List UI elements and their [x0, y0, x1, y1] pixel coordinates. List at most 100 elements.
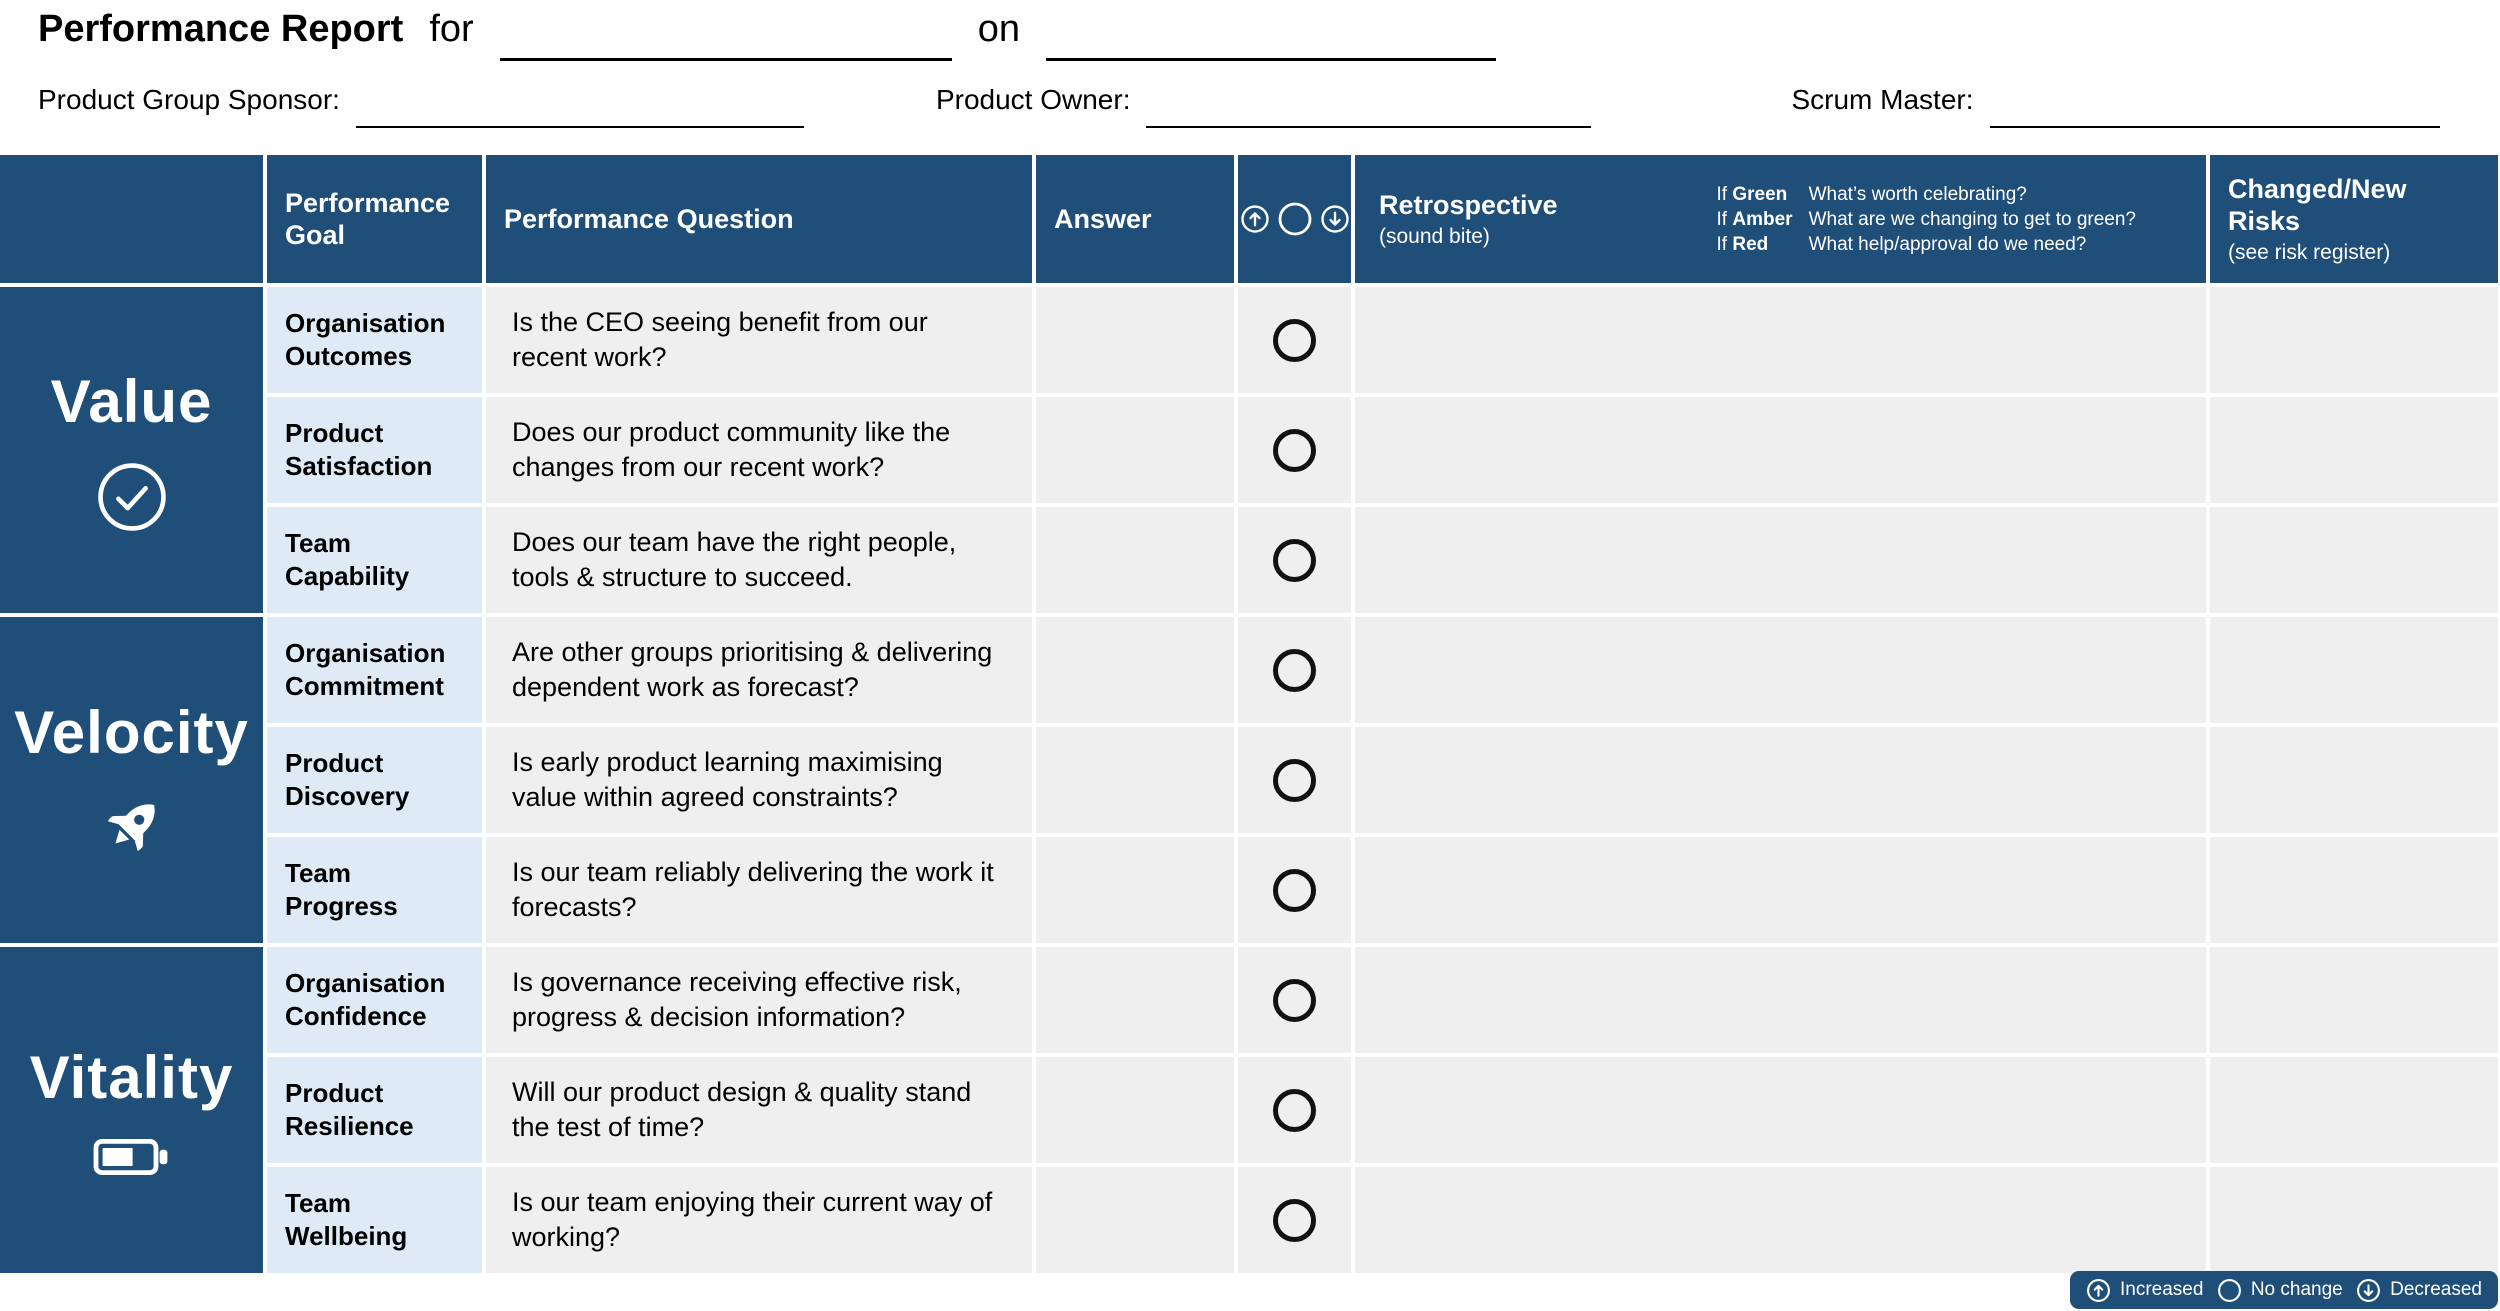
question-cell: Does our team have the right people, too… — [486, 507, 1032, 613]
group-name: Vitality — [29, 1043, 234, 1111]
trend-circle[interactable] — [1273, 978, 1316, 1022]
goal-cell: Product Satisfaction — [267, 397, 482, 503]
answer-cell[interactable] — [1036, 837, 1234, 943]
risks-cell[interactable] — [2210, 837, 2498, 943]
trend-circle[interactable] — [1273, 318, 1316, 362]
trend-circle[interactable] — [1273, 428, 1316, 472]
legend-no-change-label: No change — [2250, 1279, 2343, 1300]
header-trend — [1238, 155, 1351, 283]
trend-cell[interactable] — [1238, 1167, 1351, 1273]
retrospective-cell[interactable] — [1355, 1057, 2206, 1163]
trend-circle[interactable] — [1273, 538, 1316, 582]
hint-green-key: If Green — [1716, 183, 1788, 205]
report-date-field[interactable] — [1045, 49, 1496, 61]
retrospective-cell[interactable] — [1355, 617, 2206, 723]
goal-cell: Team Progress — [267, 837, 482, 943]
retrospective-cell[interactable] — [1355, 727, 2206, 833]
legend-increased: Increased — [2086, 1278, 2203, 1303]
hint-amber-text: What are we changing to get to green? — [1808, 208, 2136, 230]
for-label: for — [429, 8, 474, 50]
question-cell: Will our product design & quality stand … — [486, 1057, 1032, 1163]
trend-cell[interactable] — [1238, 837, 1351, 943]
header-performance-question: Performance Question — [486, 155, 1032, 283]
answer-cell[interactable] — [1036, 727, 1234, 833]
arrow-down-circle-icon — [1320, 205, 1349, 233]
risks-cell[interactable] — [2210, 287, 2498, 393]
scrum-master-field[interactable] — [1989, 116, 2440, 128]
answer-cell[interactable] — [1036, 947, 1234, 1053]
report-title-line: Performance Report for on — [38, 8, 1496, 61]
legend-decreased: Decreased — [2356, 1278, 2482, 1303]
group-cell-vitality: Vitality — [0, 947, 263, 1273]
legend-no-change: No change — [2217, 1278, 2343, 1303]
risks-label: Changed/New Risks — [2228, 173, 2407, 236]
goal-cell: Organisation Commitment — [267, 617, 482, 723]
retrospective-cell[interactable] — [1355, 507, 2206, 613]
hint-amber-key: If Amber — [1716, 208, 1793, 230]
risks-cell[interactable] — [2210, 617, 2498, 723]
retrospective-cell[interactable] — [1355, 287, 2206, 393]
trend-cell[interactable] — [1238, 617, 1351, 723]
risks-sublabel: (see risk register) — [2228, 241, 2391, 265]
circle-icon — [1278, 202, 1311, 236]
risks-cell[interactable] — [2210, 947, 2498, 1053]
legend-decreased-label: Decreased — [2390, 1279, 2482, 1300]
trend-cell[interactable] — [1238, 287, 1351, 393]
trend-cell[interactable] — [1238, 947, 1351, 1053]
trend-cell[interactable] — [1238, 397, 1351, 503]
header-performance-goal: Performance Goal — [267, 155, 482, 283]
group-cell-value: Value — [0, 287, 263, 613]
trend-circle[interactable] — [1273, 648, 1316, 692]
trend-cell[interactable] — [1238, 507, 1351, 613]
arrow-down-circle-icon — [2357, 1278, 2381, 1302]
circle-icon — [2217, 1278, 2241, 1302]
retrospective-cell[interactable] — [1355, 947, 2206, 1053]
question-cell: Are other groups prioritising & deliveri… — [486, 617, 1032, 723]
sponsor-field[interactable] — [355, 116, 804, 128]
answer-cell[interactable] — [1036, 287, 1234, 393]
arrow-up-circle-icon — [2087, 1278, 2110, 1302]
product-owner-label: Product Owner: — [935, 84, 1131, 115]
answer-cell[interactable] — [1036, 1167, 1234, 1273]
risks-cell[interactable] — [2210, 727, 2498, 833]
header-retrospective: Retrospective (sound bite) If Green What… — [1355, 155, 2206, 283]
risks-cell[interactable] — [2210, 1057, 2498, 1163]
risks-cell[interactable] — [2210, 397, 2498, 503]
retrospective-label: Retrospective — [1379, 189, 1558, 220]
question-cell: Is the CEO seeing benefit from our recen… — [486, 287, 1032, 393]
rocket-icon — [107, 803, 155, 851]
goal-cell: Product Resilience — [267, 1057, 482, 1163]
trend-circle[interactable] — [1273, 1088, 1316, 1132]
status-hints: If Green What’s worth celebrating? If Am… — [1717, 183, 2136, 256]
answer-cell[interactable] — [1036, 617, 1234, 723]
header-corner-cell — [0, 155, 263, 283]
trend-circle[interactable] — [1273, 1198, 1316, 1242]
sponsor-label: Product Group Sponsor: — [38, 84, 340, 115]
question-cell: Is early product learning maximising val… — [486, 727, 1032, 833]
risks-cell[interactable] — [2210, 507, 2498, 613]
question-cell: Is our team enjoying their current way o… — [486, 1167, 1032, 1273]
trend-circle[interactable] — [1273, 868, 1316, 912]
hint-green-text: What’s worth celebrating? — [1808, 183, 2027, 205]
hint-red-text: What help/approval do we need? — [1808, 233, 2087, 255]
answer-cell[interactable] — [1036, 507, 1234, 613]
goal-cell: Team Wellbeing — [267, 1167, 482, 1273]
report-subject-field[interactable] — [499, 49, 952, 61]
goal-cell: Product Discovery — [267, 727, 482, 833]
retrospective-cell[interactable] — [1355, 397, 2206, 503]
goal-cell: Team Capability — [267, 507, 482, 613]
retrospective-cell[interactable] — [1355, 1167, 2206, 1273]
scrum-master-label: Scrum Master: — [1791, 84, 1974, 115]
legend-increased-label: Increased — [2120, 1279, 2204, 1300]
group-name: Velocity — [14, 698, 249, 766]
question-cell: Does our product community like the chan… — [486, 397, 1032, 503]
answer-cell[interactable] — [1036, 1057, 1234, 1163]
product-owner-field[interactable] — [1146, 116, 1592, 128]
risks-cell[interactable] — [2210, 1167, 2498, 1273]
trend-circle[interactable] — [1273, 758, 1316, 802]
hint-red-key: If Red — [1716, 233, 1769, 255]
answer-cell[interactable] — [1036, 397, 1234, 503]
trend-cell[interactable] — [1238, 727, 1351, 833]
trend-cell[interactable] — [1238, 1057, 1351, 1163]
retrospective-cell[interactable] — [1355, 837, 2206, 943]
